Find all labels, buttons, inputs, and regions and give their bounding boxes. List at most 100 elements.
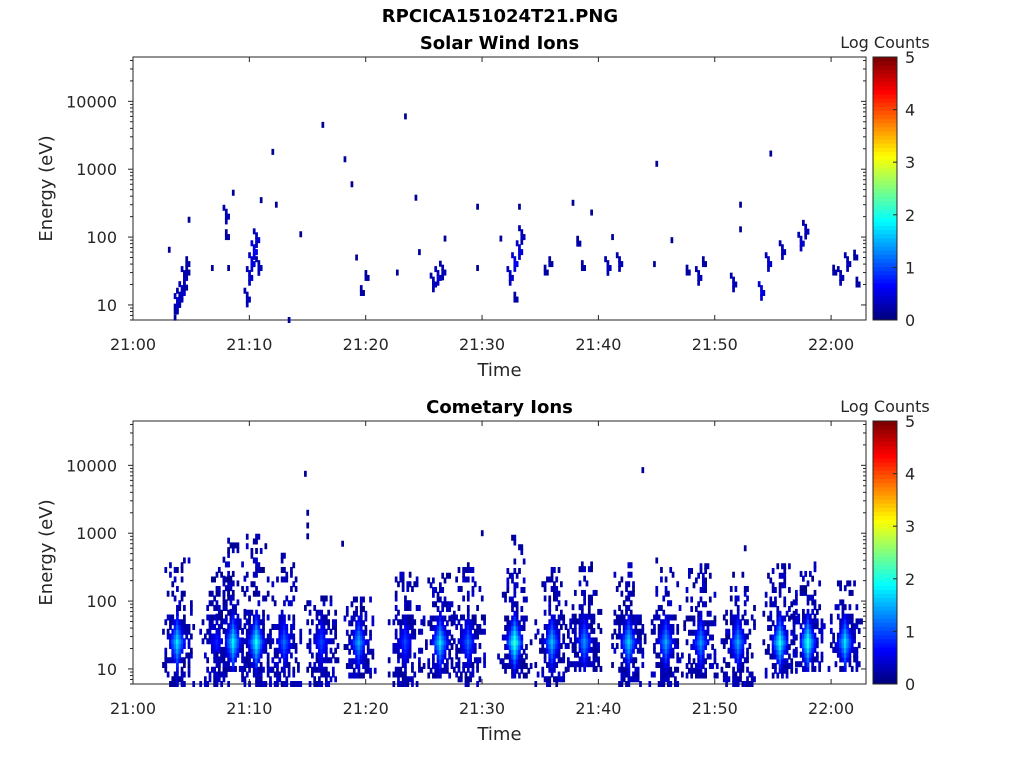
data-cell <box>285 623 289 630</box>
data-cell <box>322 595 326 602</box>
data-cell <box>627 595 631 602</box>
data-cell <box>857 627 861 634</box>
data-cell <box>857 618 861 625</box>
data-cell <box>173 647 177 654</box>
data-cell <box>764 591 768 598</box>
data-cell <box>441 639 445 646</box>
data-cell <box>404 633 407 640</box>
data-cell <box>459 671 463 678</box>
data-cell <box>357 629 361 636</box>
data-cell <box>527 667 531 674</box>
data-cell <box>215 642 219 649</box>
data-cell <box>422 663 426 670</box>
data-cell <box>250 581 254 588</box>
data-cell <box>739 661 742 668</box>
data-cell <box>622 623 626 630</box>
data-cell <box>238 646 242 653</box>
data-cell <box>636 638 640 645</box>
data-cell <box>441 269 445 276</box>
data-cell <box>504 667 507 674</box>
data-cell <box>355 629 358 636</box>
data-cell <box>625 652 628 659</box>
data-cell <box>311 671 314 678</box>
data-cell <box>813 599 817 606</box>
data-cell <box>629 609 633 616</box>
data-cell <box>783 663 787 670</box>
data-cell <box>315 609 319 616</box>
data-cell <box>257 533 261 540</box>
colorbar-swatch <box>873 254 897 259</box>
data-cell <box>667 623 670 630</box>
data-cell <box>217 647 221 654</box>
data-cell <box>515 667 519 674</box>
data-cell <box>592 661 596 668</box>
data-cell <box>548 647 552 654</box>
data-cell <box>662 628 666 635</box>
data-cell <box>245 266 249 273</box>
data-cell <box>804 665 808 672</box>
data-cell <box>341 540 344 547</box>
data-cell <box>611 661 614 668</box>
data-cell <box>418 647 421 654</box>
data-cell <box>790 629 794 636</box>
data-cell <box>634 619 638 626</box>
data-cell <box>660 633 663 640</box>
data-cell <box>224 208 228 215</box>
data-cell <box>771 620 775 627</box>
data-cell <box>185 652 189 659</box>
data-cell <box>850 613 854 620</box>
data-cell <box>359 620 363 627</box>
data-cell <box>292 623 296 630</box>
data-cell <box>264 647 268 654</box>
data-cell <box>550 638 554 645</box>
data-cell <box>515 629 519 636</box>
data-cell <box>466 633 470 640</box>
data-cell <box>546 576 549 583</box>
colorbar-swatch <box>873 630 897 636</box>
data-cell <box>355 610 358 617</box>
data-cell <box>350 629 354 636</box>
data-cell <box>629 614 633 621</box>
data-cell <box>259 647 263 654</box>
data-cell <box>511 639 514 646</box>
data-cell <box>541 638 545 645</box>
data-cell <box>364 639 368 646</box>
data-cell <box>180 619 184 626</box>
data-cell <box>250 552 254 559</box>
data-cell <box>811 594 815 601</box>
data-cell <box>853 651 856 658</box>
data-cell <box>783 629 787 636</box>
data-cell <box>210 633 214 640</box>
data-cell <box>432 281 435 288</box>
colorbar-swatch <box>873 560 897 566</box>
data-cell <box>683 620 687 627</box>
data-cell <box>548 261 552 268</box>
data-cell <box>478 657 482 664</box>
data-cell <box>290 681 293 687</box>
colorbar-swatch <box>873 503 897 508</box>
data-cell <box>324 595 328 602</box>
data-cell <box>334 628 338 635</box>
data-cell <box>185 264 189 271</box>
data-cell <box>278 614 282 621</box>
data-cell <box>352 610 356 617</box>
data-cell <box>373 667 377 674</box>
data-cell <box>662 666 666 673</box>
data-cell <box>774 629 777 636</box>
data-cell <box>850 646 854 653</box>
data-cell <box>357 672 361 679</box>
data-cell <box>176 652 179 659</box>
data-cell <box>669 642 673 649</box>
data-cell <box>580 651 584 658</box>
data-cell <box>704 620 708 627</box>
data-cell <box>694 667 698 674</box>
data-cell <box>411 681 414 687</box>
data-cell <box>459 614 463 621</box>
data-cell <box>781 658 784 665</box>
data-cell <box>511 672 514 679</box>
data-cell <box>262 628 265 635</box>
data-cell <box>676 638 680 645</box>
data-cell <box>178 657 182 664</box>
data-cell <box>762 289 766 296</box>
data-cell <box>625 657 628 664</box>
